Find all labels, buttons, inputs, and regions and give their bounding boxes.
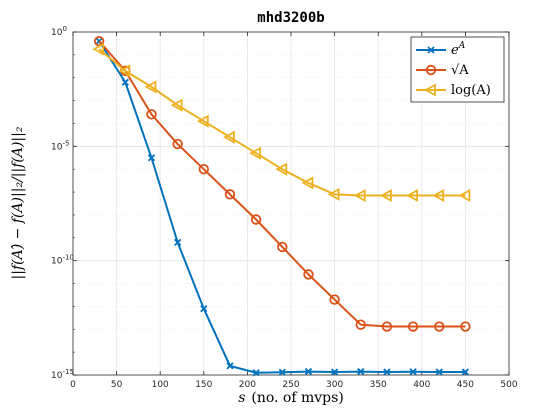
x-tick-label: 500 [500, 380, 517, 390]
data-point [329, 294, 340, 305]
y-tick-label: 100 [51, 25, 67, 38]
data-point [406, 188, 418, 203]
data-point [381, 321, 393, 332]
data-point [427, 46, 435, 54]
legend-label: log(A) [451, 83, 491, 98]
x-tick-label: 50 [111, 380, 123, 390]
data-point [198, 163, 210, 175]
legend-label: eA [451, 41, 466, 58]
legend-entry: √A [416, 63, 469, 78]
data-point [121, 78, 129, 86]
y-tick-label: 10-10 [51, 254, 74, 267]
data-point [278, 368, 286, 376]
data-point [458, 188, 471, 203]
data-point [174, 238, 182, 247]
data-point [460, 321, 471, 332]
series-layer [92, 35, 471, 377]
series-line [98, 40, 466, 328]
x-axis: 0 50 100 150 200 250 300 350 400 450 500 [70, 32, 518, 390]
legend: eA √A log(A) [410, 36, 505, 103]
x-tick-label: 300 [326, 380, 343, 390]
data-point [170, 98, 183, 112]
legend-entry: eA [416, 41, 466, 58]
x-tick-label: 250 [282, 380, 299, 390]
series-1 [93, 35, 471, 332]
data-point [200, 305, 208, 313]
data-point [355, 319, 366, 330]
legend-label: √A [451, 63, 469, 78]
x-axis-label-rest: (no. of mvps) [251, 390, 343, 406]
data-point [304, 367, 313, 376]
data-point [144, 80, 157, 94]
data-point [353, 188, 366, 203]
data-point [330, 368, 339, 376]
data-point [357, 367, 365, 376]
data-point [383, 368, 391, 376]
data-point [407, 321, 419, 332]
series-line [98, 48, 466, 197]
data-point [275, 162, 288, 176]
data-point [327, 187, 340, 201]
x-axis-label-var: s [238, 390, 245, 406]
data-point [380, 188, 392, 203]
data-point [435, 368, 443, 376]
legend-entry: log(A) [416, 83, 491, 98]
x-axis-label: s (no. of mvps) [238, 390, 344, 406]
x-tick-label: 0 [70, 380, 76, 390]
data-point [226, 362, 234, 370]
data-point [224, 189, 236, 200]
data-point [303, 269, 314, 280]
x-tick-label: 100 [152, 380, 169, 390]
y-axis: 100 10-5 10-10 10-15 [51, 25, 509, 381]
data-point [118, 64, 131, 78]
data-point [277, 241, 288, 253]
data-point [301, 176, 314, 190]
chart-title: mhd3200b [257, 10, 324, 26]
x-tick-label: 400 [413, 380, 430, 390]
data-point [92, 42, 105, 56]
data-point [250, 214, 262, 225]
x-tick-label: 350 [370, 380, 387, 390]
data-point [172, 138, 183, 150]
data-point [146, 109, 157, 120]
y-tick-label: 10-5 [51, 139, 69, 152]
data-point [432, 188, 445, 203]
series-2 [92, 42, 471, 203]
data-point [409, 368, 417, 376]
y-tick-label: 10-15 [51, 368, 74, 381]
data-point [424, 83, 436, 97]
x-tick-label: 200 [239, 380, 256, 390]
data-point [434, 321, 445, 332]
data-point [461, 368, 470, 376]
data-point [196, 114, 209, 128]
data-point [249, 146, 262, 160]
x-tick-label: 450 [457, 380, 474, 390]
data-point [223, 130, 235, 144]
data-point [252, 369, 260, 377]
data-point [425, 64, 437, 76]
y-axis-label: ||f(A)̂ − f(A)||₂/||f(A)||₂ [10, 126, 26, 279]
x-tick-label: 150 [195, 380, 212, 390]
data-point [147, 154, 156, 162]
